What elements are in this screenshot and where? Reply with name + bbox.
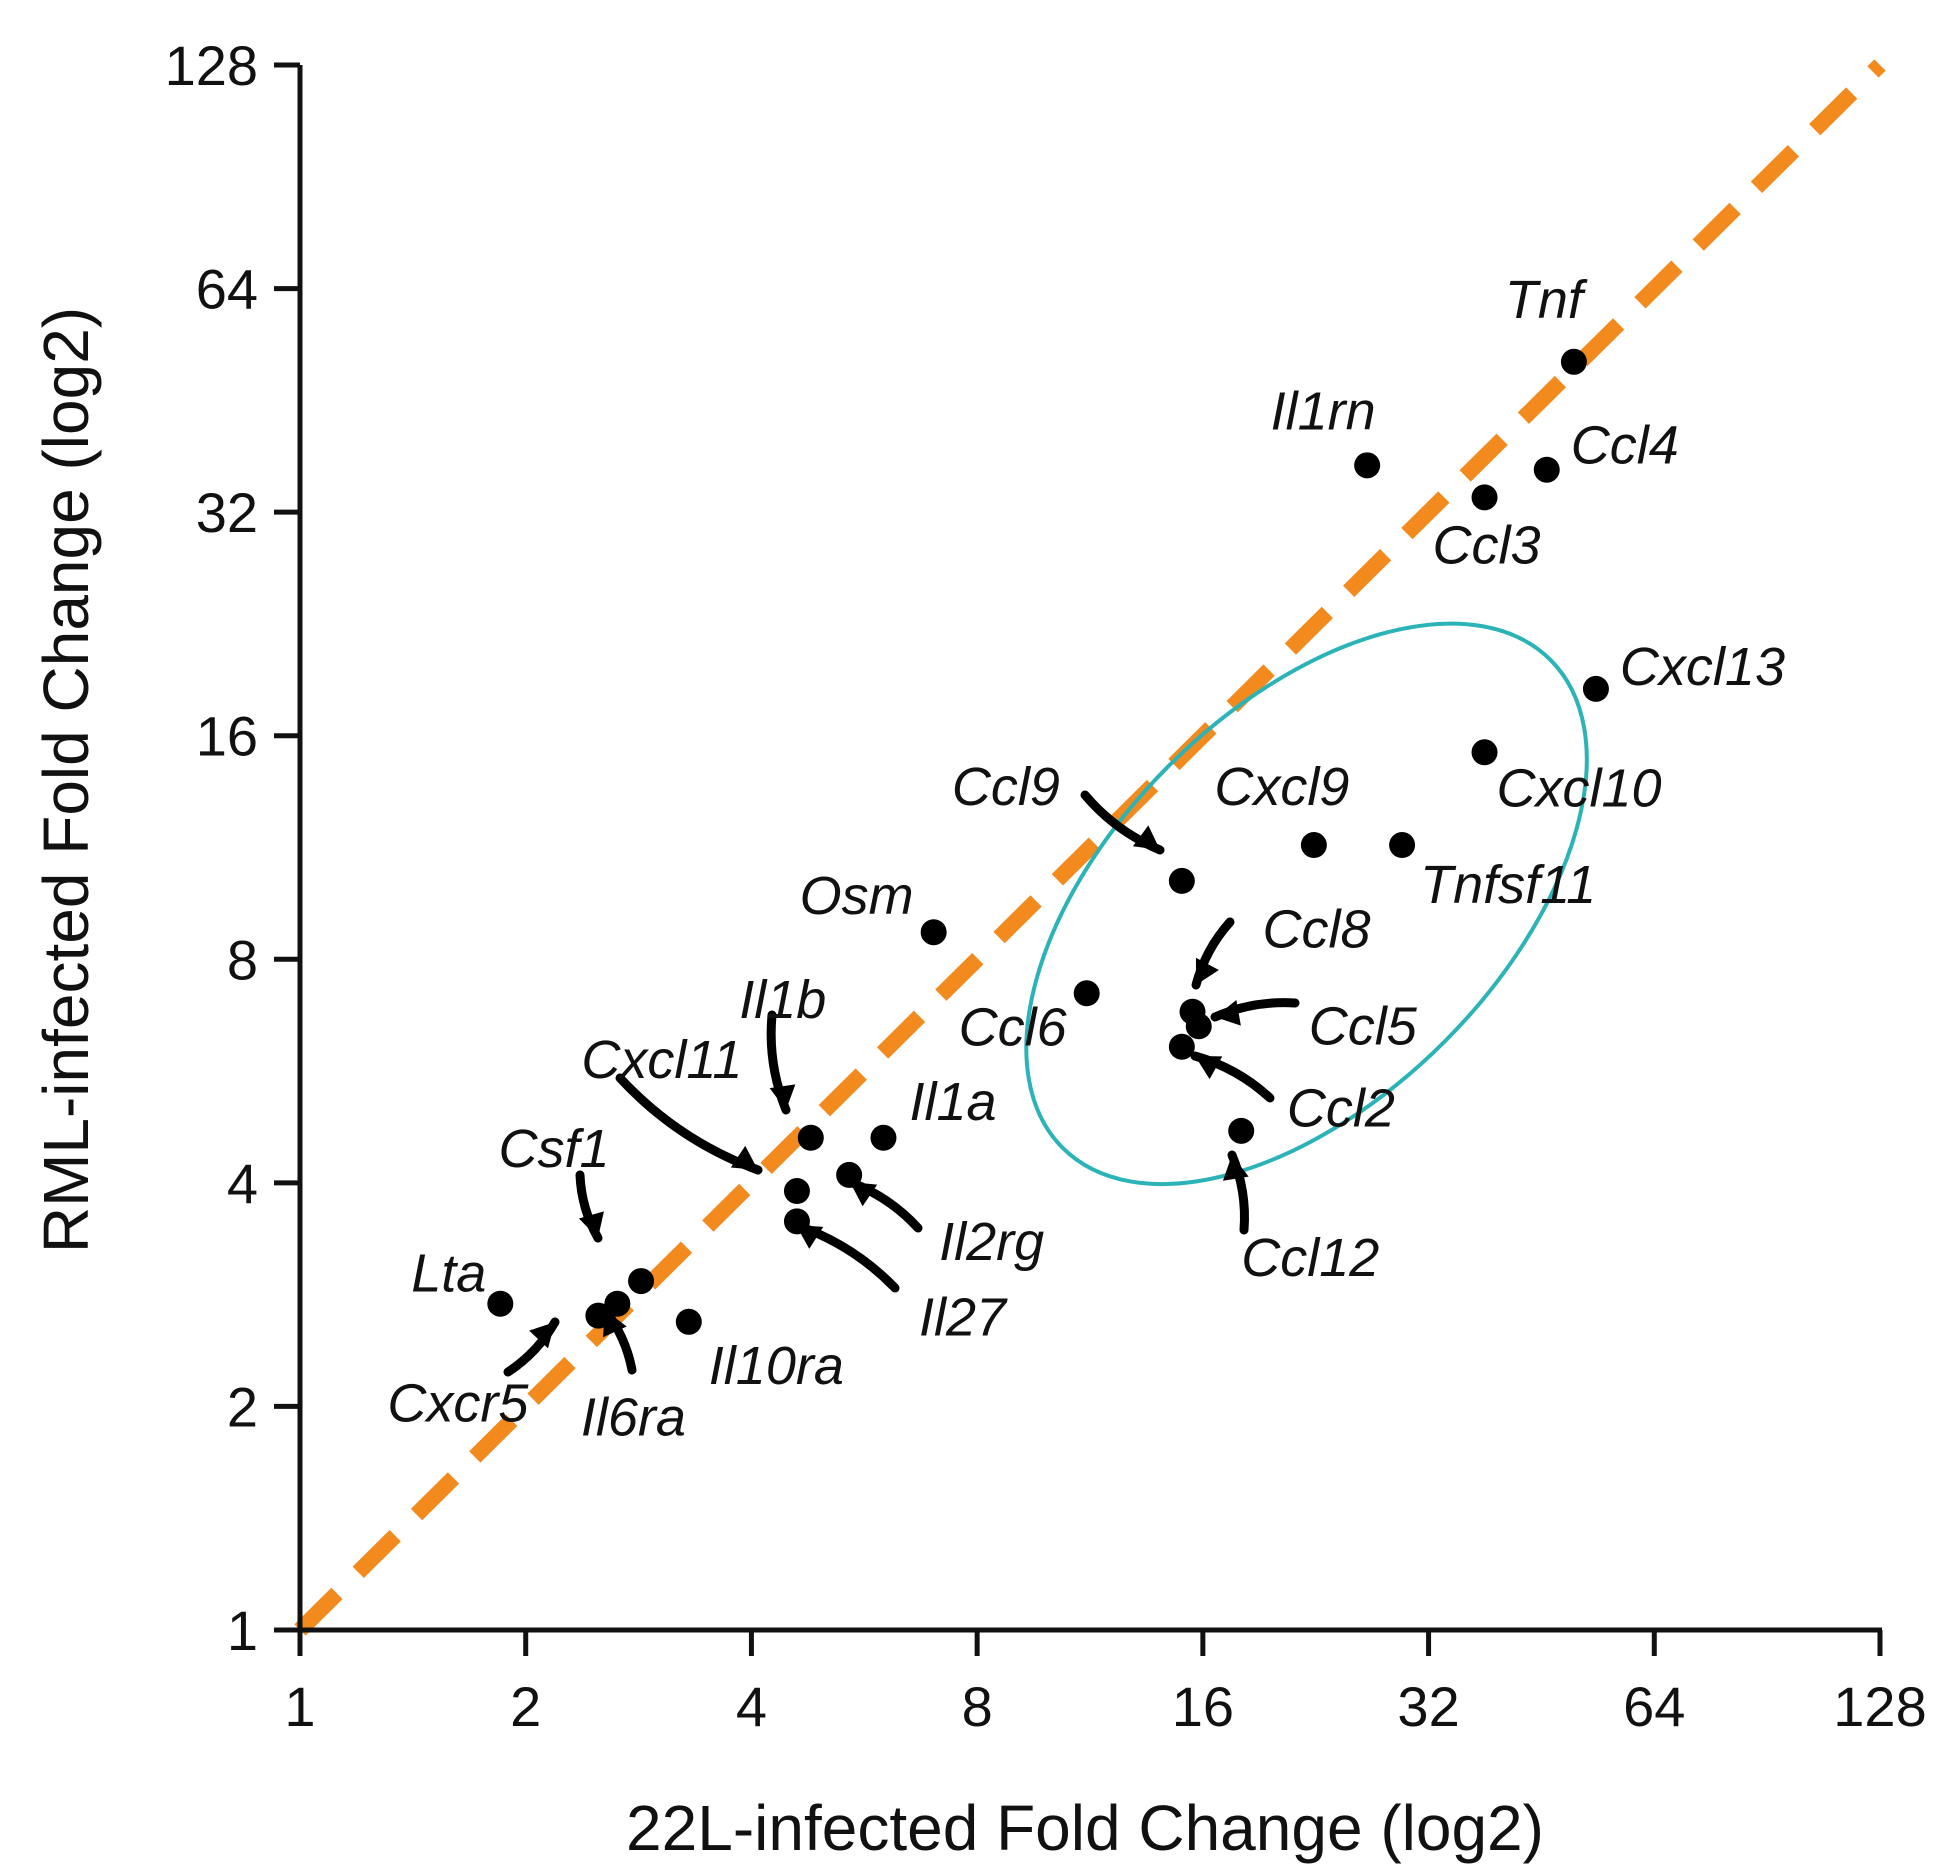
gene-label: Cxcl9 xyxy=(1214,757,1349,817)
y-tick-label: 4 xyxy=(227,1152,258,1215)
gene-label: Ccl5 xyxy=(1309,996,1418,1056)
gene-label: Ccl6 xyxy=(959,997,1068,1057)
data-point xyxy=(1471,484,1498,511)
data-point xyxy=(1185,1013,1212,1040)
data-point xyxy=(1389,832,1416,859)
gene-label: Il1b xyxy=(739,970,826,1030)
data-point xyxy=(1073,980,1100,1007)
highlight-layer xyxy=(1024,621,1589,1187)
data-point xyxy=(1582,675,1609,702)
leader-arrowhead xyxy=(1132,825,1160,850)
gene-label: Ccl3 xyxy=(1433,515,1541,575)
gene-label: Ccl4 xyxy=(1571,416,1679,476)
x-tick-label: 4 xyxy=(736,1675,767,1738)
x-axis-title: 22L-infected Fold Change (log2) xyxy=(626,1792,1544,1864)
x-tick-label: 2 xyxy=(510,1675,541,1738)
gene-label: Il1rn xyxy=(1271,381,1376,441)
leader-arrowhead xyxy=(1195,1056,1223,1080)
highlight-ellipse xyxy=(1024,621,1589,1187)
y-tick-label: 2 xyxy=(227,1375,258,1438)
gene-label: Ccl2 xyxy=(1287,1079,1395,1139)
data-point xyxy=(1354,452,1381,479)
gene-label: Cxcl10 xyxy=(1497,758,1662,818)
y-tick-label: 1 xyxy=(227,1599,258,1662)
data-point xyxy=(628,1268,655,1295)
leader-arrowhead xyxy=(529,1322,555,1349)
gene-label: Ccl12 xyxy=(1241,1228,1379,1288)
gene-label: Il6ra xyxy=(581,1388,686,1448)
data-point xyxy=(783,1208,810,1235)
data-point xyxy=(1560,348,1587,375)
y-axis-title: RML-infected Fold Change (log2) xyxy=(30,307,102,1253)
data-point xyxy=(585,1302,612,1329)
x-tick-label: 16 xyxy=(1172,1675,1234,1738)
gene-label: Tnf xyxy=(1505,270,1588,330)
leader-arrowhead xyxy=(730,1145,758,1170)
y-tick-label: 128 xyxy=(165,34,258,97)
leader-arrowhead xyxy=(578,1211,604,1238)
x-tick-label: 1 xyxy=(284,1675,315,1738)
x-tick-label: 32 xyxy=(1397,1675,1459,1738)
leader-arrowhead xyxy=(1222,1155,1249,1181)
leader-arrowhead xyxy=(1215,1000,1241,1026)
gene-label: Osm xyxy=(800,866,914,926)
gene-label: Il10ra xyxy=(709,1336,844,1396)
data-point xyxy=(1168,867,1195,894)
gene-label: Cxcr5 xyxy=(387,1374,529,1434)
x-tick-label: 8 xyxy=(962,1675,993,1738)
gene-label: Ccl8 xyxy=(1263,900,1371,960)
gene-label: Lta xyxy=(411,1244,486,1304)
data-point xyxy=(836,1161,863,1188)
identity-reference-line xyxy=(294,59,1886,1636)
gene-label: Ccl9 xyxy=(952,757,1060,817)
gene-label: Csf1 xyxy=(499,1119,610,1179)
leader-lines-layer xyxy=(503,790,1300,1377)
data-point xyxy=(1471,739,1498,766)
x-tick-label: 64 xyxy=(1623,1675,1685,1738)
gene-label: Il27 xyxy=(919,1287,1008,1347)
y-tick-label: 8 xyxy=(227,928,258,991)
data-point xyxy=(675,1308,702,1335)
axes-layer: 1 2 4 8 16 32 64 128 1 2 4 8 16 32 64 128 xyxy=(165,34,1927,1738)
y-tick-label: 64 xyxy=(196,258,258,321)
data-point xyxy=(870,1124,897,1151)
y-tick-label: 32 xyxy=(196,481,258,544)
data-point xyxy=(1168,1033,1195,1060)
data-point xyxy=(1533,456,1560,483)
gene-label: Il2rg xyxy=(939,1212,1044,1272)
gene-labels-layer: Tnf Il1rn Ccl4 Ccl3 Cxcl13 Cxcl10 Cxcl9 Tnfsf11… xyxy=(387,270,1785,1448)
data-point xyxy=(1228,1117,1255,1144)
leader-arrowhead xyxy=(850,1182,878,1207)
data-point xyxy=(797,1124,824,1151)
gene-label: Tnfsf11 xyxy=(1420,855,1596,915)
data-point xyxy=(783,1178,810,1205)
y-tick-label: 16 xyxy=(196,705,258,768)
reference-line-layer xyxy=(294,59,1886,1636)
gene-label: Cxcl11 xyxy=(581,1030,742,1090)
leader-arrowhead xyxy=(1195,957,1219,985)
x-tick-label: 128 xyxy=(1833,1675,1926,1738)
leader-arrowhead xyxy=(769,1084,796,1110)
data-point xyxy=(920,919,947,946)
points-layer xyxy=(487,348,1609,1335)
data-point xyxy=(1300,832,1327,859)
data-point xyxy=(487,1290,514,1317)
leader-line xyxy=(615,1073,763,1175)
gene-label: Cxcl13 xyxy=(1620,637,1785,697)
gene-label: Il1a xyxy=(909,1072,996,1132)
data-point xyxy=(604,1290,631,1317)
